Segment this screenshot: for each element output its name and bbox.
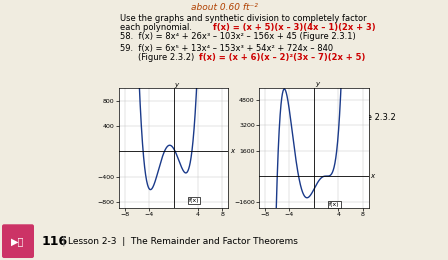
Text: ▶⧗: ▶⧗ [11,236,25,246]
Text: f(x): f(x) [189,198,199,203]
Text: x: x [370,173,374,179]
Text: Lesson 2-3  |  The Remainder and Factor Theorems: Lesson 2-3 | The Remainder and Factor Th… [68,237,298,246]
Text: 58.  f(x) = 8x⁴ + 26x³ – 103x² – 156x + 45 (Figure 2.3.1): 58. f(x) = 8x⁴ + 26x³ – 103x² – 156x + 4… [120,32,356,41]
Text: 59.  f(x) = 6x⁵ + 13x⁴ – 153x³ + 54x² + 724x – 840: 59. f(x) = 6x⁵ + 13x⁴ – 153x³ + 54x² + 7… [120,44,333,53]
Text: x: x [230,148,234,154]
FancyBboxPatch shape [2,224,34,258]
Text: (Figure 2.3.2): (Figure 2.3.2) [138,53,199,62]
Text: f(x): f(x) [329,202,340,207]
Text: f(x) = (x + 5)(x – 3)(4x – 1)(2x + 3): f(x) = (x + 5)(x – 3)(4x – 1)(2x + 3) [213,23,375,32]
Text: 116: 116 [42,235,68,248]
Text: Use the graphs and synthetic division to completely factor: Use the graphs and synthetic division to… [120,14,366,23]
Text: each polynomial.: each polynomial. [120,23,192,32]
Text: f(x) = (x + 6)(x – 2)²(3x – 7)(2x + 5): f(x) = (x + 6)(x – 2)²(3x – 7)(2x + 5) [199,53,366,62]
Text: y: y [315,81,319,87]
Text: Figure 2.3.2: Figure 2.3.2 [346,113,396,122]
Text: y: y [175,82,179,88]
Text: |: | [62,236,65,246]
Text: Figure 2.3.1: Figure 2.3.1 [158,113,208,122]
Text: about 0.60 ft⁻²: about 0.60 ft⁻² [190,3,258,12]
